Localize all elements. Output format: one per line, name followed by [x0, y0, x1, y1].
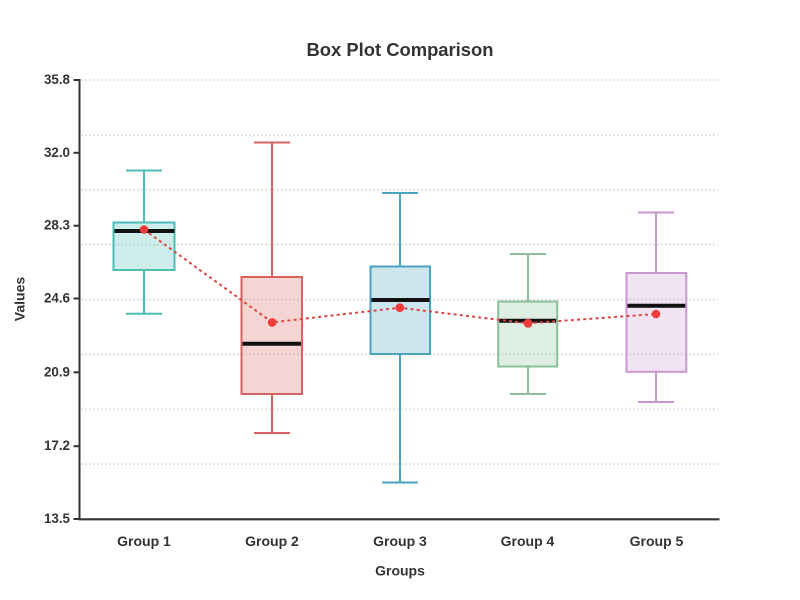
svg-text:20.9: 20.9: [44, 364, 70, 379]
svg-text:24.6: 24.6: [44, 291, 70, 306]
svg-text:28.3: 28.3: [44, 218, 70, 233]
svg-text:Group 5: Group 5: [630, 533, 684, 549]
svg-text:17.2: 17.2: [44, 438, 70, 453]
svg-text:Group 2: Group 2: [245, 533, 299, 549]
svg-text:Group 3: Group 3: [373, 533, 427, 549]
svg-text:Group 4: Group 4: [501, 533, 555, 549]
svg-text:Values: Values: [12, 277, 28, 322]
svg-text:Box Plot Comparison: Box Plot Comparison: [307, 39, 494, 60]
svg-text:Group 1: Group 1: [117, 533, 171, 549]
svg-text:Groups: Groups: [375, 562, 425, 578]
svg-text:35.8: 35.8: [44, 72, 71, 87]
svg-text:13.5: 13.5: [44, 511, 71, 526]
svg-text:32.0: 32.0: [44, 145, 70, 160]
